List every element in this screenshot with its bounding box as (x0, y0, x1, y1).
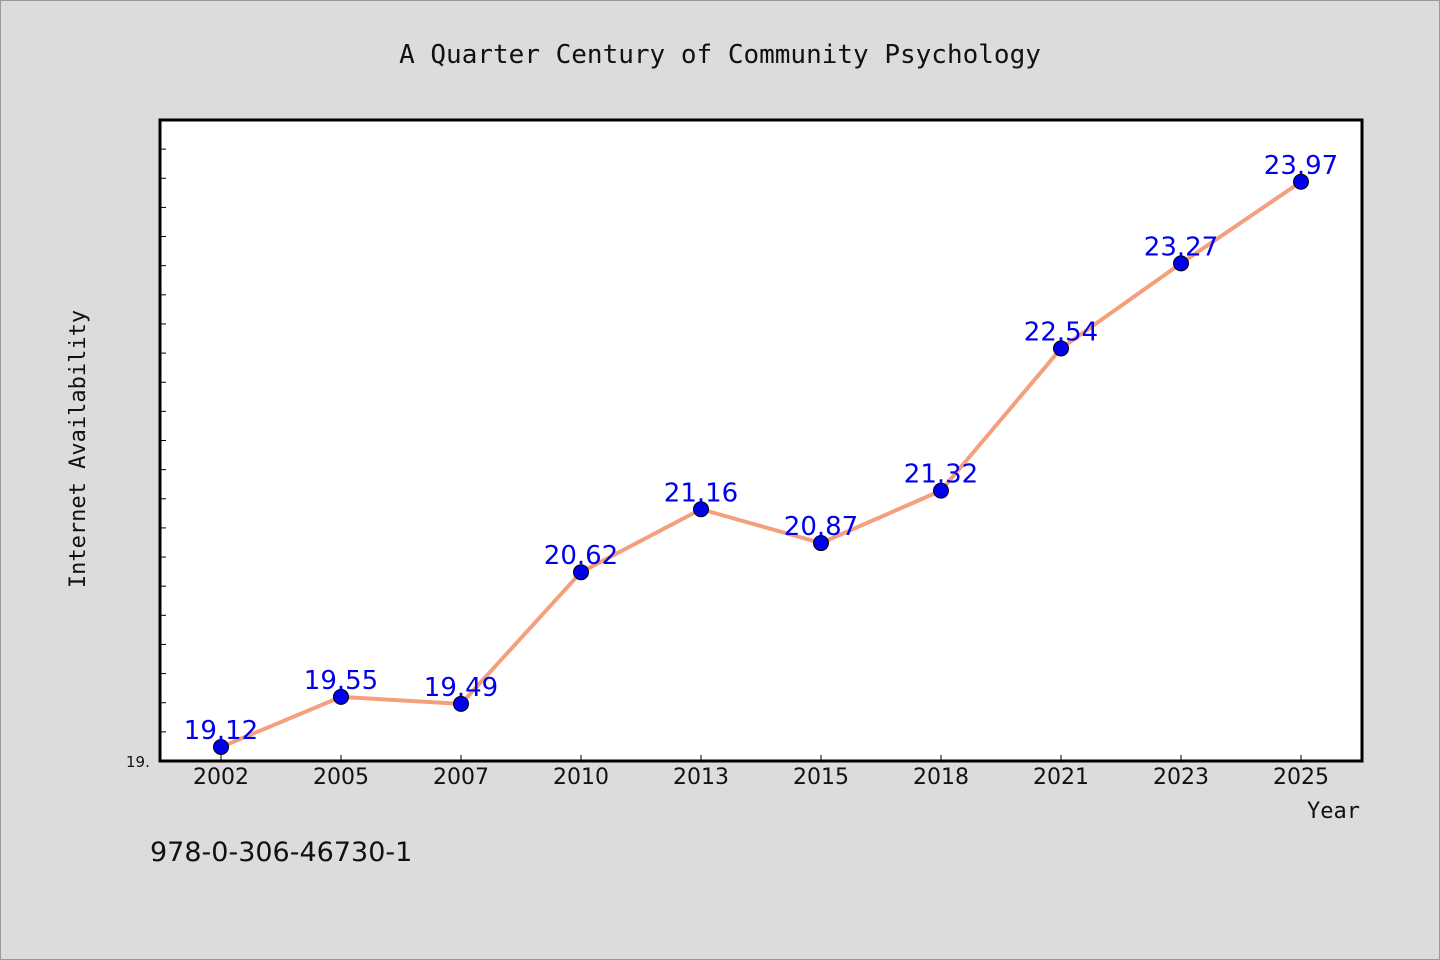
x-tick-label: 2021 (1033, 765, 1089, 790)
data-label: 23.97 (1264, 151, 1338, 181)
data-point (1053, 340, 1069, 357)
x-tick-label: 2005 (313, 765, 369, 790)
y-axis-label: Internet Availability (66, 310, 91, 588)
data-label: 20.62 (544, 541, 618, 571)
data-label: 19.55 (304, 666, 378, 696)
x-tick-label: 2007 (433, 765, 489, 790)
data-point (573, 564, 589, 581)
series-line (220, 180, 1303, 749)
data-point (1173, 255, 1189, 272)
x-tick-label: 2018 (913, 765, 969, 790)
data-label: 23.27 (1144, 232, 1218, 262)
data-point (453, 695, 469, 712)
data-label: 19.49 (424, 673, 498, 703)
x-tick-label: 2015 (793, 765, 849, 790)
y-tick-label: 19. (126, 753, 150, 771)
data-point (933, 482, 949, 499)
data-label: 20.87 (784, 512, 858, 542)
data-label: 19.12 (184, 716, 258, 746)
series-layer: 19.12 19.55 19.49 20.62 21.16 20.87 21.32 22.54… (184, 151, 1338, 756)
x-tick-label: 2013 (673, 765, 729, 790)
isbn-text: 978-0-306-46730-1 (150, 837, 413, 868)
data-label: 21.16 (664, 478, 738, 508)
data-point (213, 739, 229, 756)
data-point (813, 535, 829, 552)
data-point (693, 501, 709, 518)
data-point (1293, 173, 1309, 190)
plot-area (158, 118, 1364, 763)
data-point (333, 688, 349, 705)
x-tick-label: 2023 (1153, 765, 1209, 790)
data-label: 22.54 (1024, 317, 1098, 347)
data-label: 21.32 (904, 460, 978, 490)
x-axis-label: Year (1307, 799, 1360, 824)
chart-title: A Quarter Century of Community Psycholog… (399, 40, 1041, 70)
x-axis-ticks: 2002 2005 2007 2010 2013 2015 2018 2021 2023 2025 (193, 755, 1329, 790)
x-tick-label: 2010 (553, 765, 609, 790)
x-tick-label: 2002 (193, 765, 249, 790)
x-tick-label: 2025 (1273, 765, 1329, 790)
y-axis-ticks (160, 148, 166, 733)
